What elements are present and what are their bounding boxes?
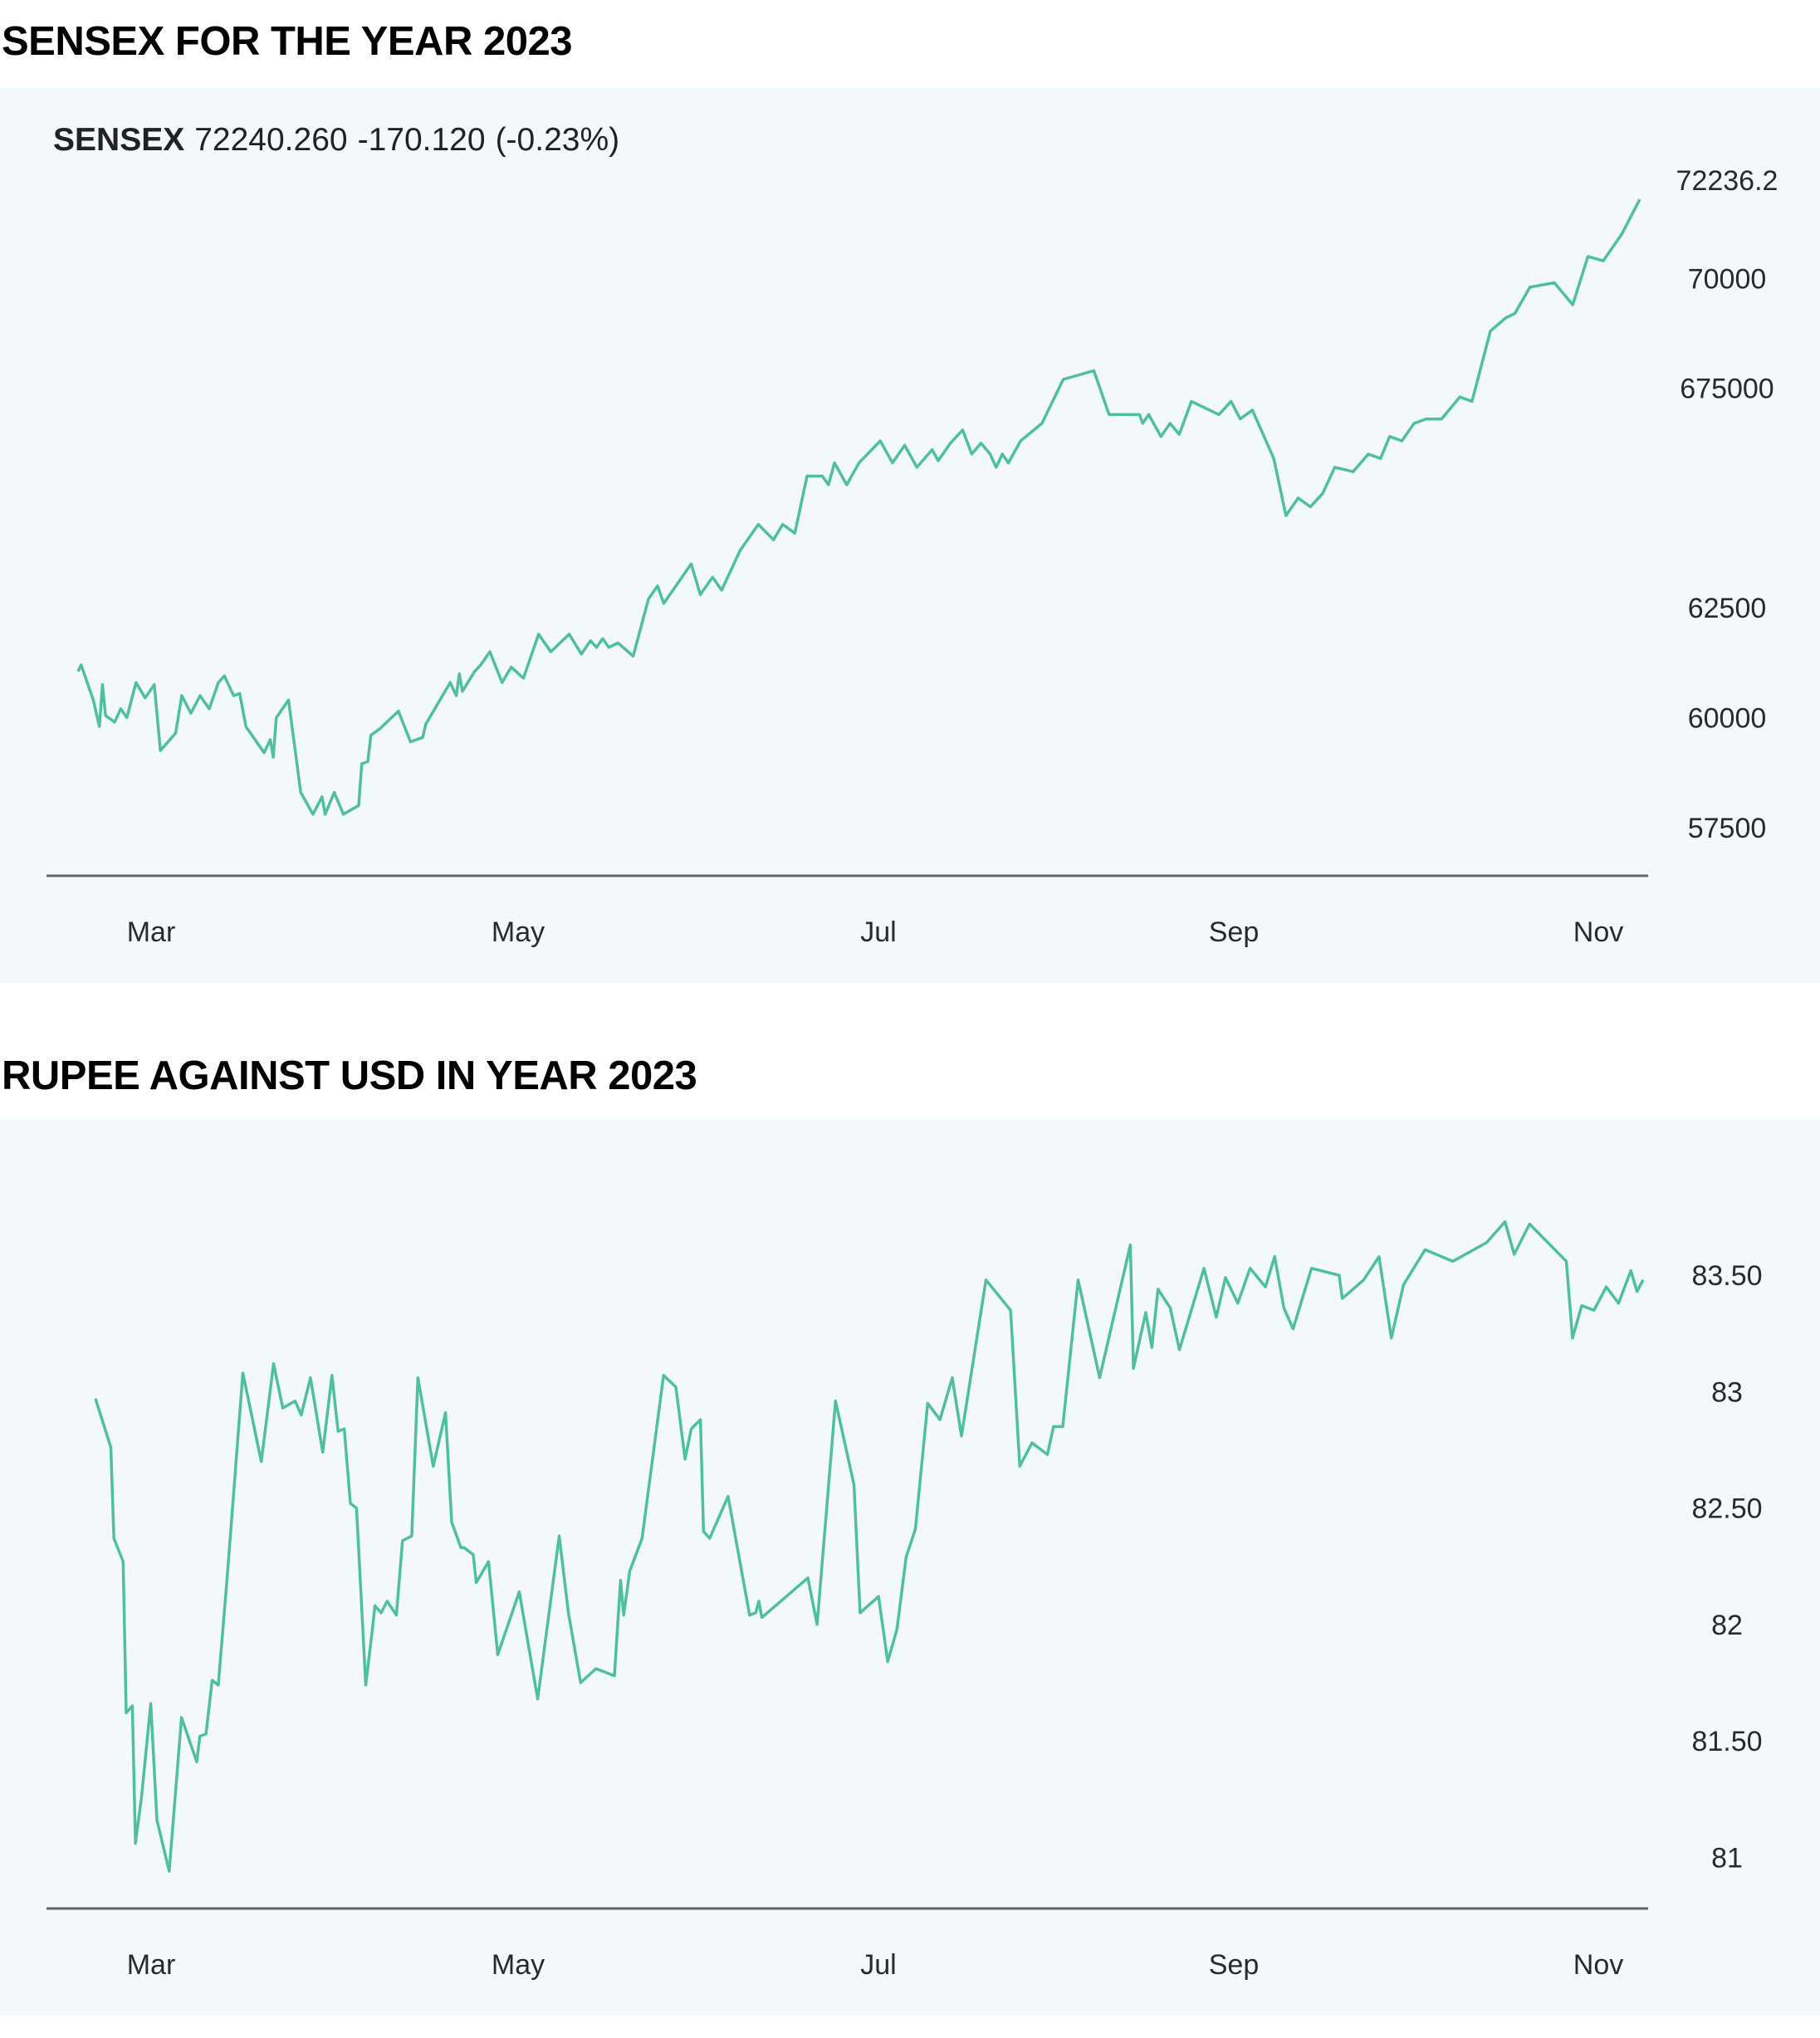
sensex-quote: SENSEX 72240.260 -170.120 (-0.23%) — [53, 122, 619, 158]
x-tick-label: Jul — [860, 1949, 896, 1981]
x-tick-label: Mar — [127, 1949, 176, 1981]
sensex-chart-panel: SENSEX 72240.260 -170.120 (-0.23%) 72236.2 7… — [0, 88, 1820, 983]
rupee-chart-panel: 83.50 83 82.50 82 81.50 81 Mar May Jul Sep Nov — [0, 1121, 1820, 2016]
x-tick-label: Jul — [860, 916, 896, 948]
y-tick-label: 72236.2 — [1676, 165, 1778, 197]
y-tick-label: 82.50 — [1691, 1493, 1762, 1525]
y-tick-label: 81 — [1711, 1842, 1743, 1874]
y-tick-label: 81.50 — [1691, 1726, 1762, 1757]
x-tick-label: May — [492, 1949, 545, 1981]
sensex-line-chart: SENSEX 72240.260 -170.120 (-0.23%) 72236.27… — [46, 122, 1778, 948]
y-tick-label: 675000 — [1680, 374, 1774, 405]
quote-value: 72240.260 — [194, 122, 347, 158]
y-tick-label: 82 — [1711, 1610, 1743, 1641]
y-axis-ticks: 72236.2 70000 675000 62500 60000 57500 — [1676, 165, 1778, 844]
x-tick-label: Nov — [1573, 916, 1623, 948]
y-tick-label: 70000 — [1688, 263, 1767, 295]
x-tick-label: Nov — [1573, 1949, 1623, 1981]
y-tick-label: 60000 — [1688, 703, 1767, 735]
quote-symbol: SENSEX — [53, 122, 184, 158]
rupee-chart-title: RUPEE AGAINST USD IN YEAR 2023 — [2, 1053, 697, 1098]
quote-change-pct: (-0.23%) — [496, 122, 620, 158]
x-tick-label: Mar — [127, 916, 176, 948]
y-tick-label: 83.50 — [1691, 1260, 1762, 1292]
sensex-chart-title: SENSEX FOR THE YEAR 2023 — [2, 19, 572, 64]
sensex-series-line — [76, 198, 1641, 816]
x-tick-label: May — [492, 916, 545, 948]
y-axis-ticks: 83.50 83 82.50 82 81.50 81 — [1691, 1260, 1762, 1874]
quote-change: -170.120 — [358, 122, 486, 158]
rupee-series-line — [94, 1219, 1645, 1873]
x-tick-label: Sep — [1209, 1949, 1260, 1981]
rupee-line-chart: 83.50 83 82.50 82 81.50 81 Mar May Jul Sep Nov — [46, 1219, 1763, 1981]
y-tick-label: 57500 — [1688, 813, 1767, 844]
y-tick-label: 62500 — [1688, 593, 1767, 624]
x-axis-ticks: Mar May Jul Sep Nov — [127, 1949, 1624, 1981]
y-tick-label: 83 — [1711, 1376, 1743, 1408]
x-tick-label: Sep — [1209, 916, 1260, 948]
x-axis-ticks: Mar May Jul Sep Nov — [127, 916, 1624, 948]
